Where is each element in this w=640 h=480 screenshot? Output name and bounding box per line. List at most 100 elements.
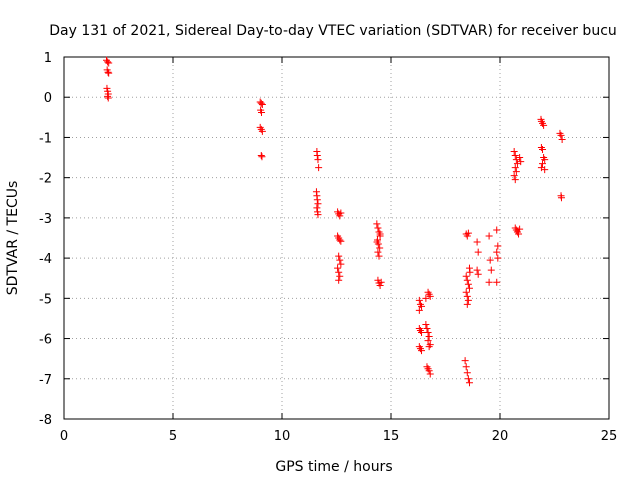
data-point bbox=[474, 270, 482, 278]
data-point bbox=[557, 131, 565, 139]
data-point bbox=[473, 238, 481, 246]
data-point bbox=[510, 172, 518, 180]
y-tick-label: 0 bbox=[44, 91, 52, 106]
data-point bbox=[511, 152, 519, 160]
data-point bbox=[462, 272, 470, 280]
data-point bbox=[486, 256, 494, 264]
chart-title: Day 131 of 2021, Sidereal Day-to-day VTE… bbox=[49, 23, 617, 39]
data-point bbox=[337, 260, 345, 268]
data-point bbox=[104, 58, 112, 66]
data-point bbox=[511, 176, 519, 184]
data-point bbox=[423, 325, 431, 332]
data-point bbox=[424, 337, 432, 345]
data-point bbox=[335, 276, 343, 284]
data-point bbox=[418, 347, 426, 355]
data-point bbox=[462, 363, 470, 371]
data-point bbox=[487, 266, 495, 274]
data-point bbox=[336, 272, 344, 280]
axis-ticks: 0 5 10 15 20 25 -8 -7 -6 -5 -4 -3 -2 -1 0 1 bbox=[39, 51, 617, 444]
data-point bbox=[464, 296, 472, 304]
data-point bbox=[376, 244, 384, 252]
data-point bbox=[463, 292, 471, 300]
data-point bbox=[541, 156, 549, 164]
data-point bbox=[335, 268, 343, 276]
data-point bbox=[334, 264, 342, 272]
x-tick-label: 20 bbox=[492, 429, 509, 444]
data-point bbox=[422, 294, 430, 302]
x-tick-label: 0 bbox=[60, 429, 68, 444]
data-point bbox=[374, 224, 382, 232]
data-point bbox=[375, 252, 383, 260]
data-point bbox=[337, 209, 345, 217]
data-point bbox=[540, 121, 548, 129]
data-point bbox=[415, 296, 423, 304]
data-point bbox=[493, 278, 501, 286]
y-tick-label: -3 bbox=[39, 212, 52, 227]
data-point bbox=[425, 367, 433, 375]
data-point bbox=[510, 148, 518, 156]
data-point bbox=[516, 225, 524, 233]
data-point bbox=[485, 232, 493, 240]
data-point bbox=[516, 154, 524, 162]
grid-lines bbox=[64, 57, 609, 419]
data-point bbox=[465, 379, 473, 387]
data-point bbox=[485, 278, 493, 286]
data-point bbox=[557, 194, 565, 202]
data-point bbox=[377, 278, 385, 286]
data-point bbox=[373, 220, 381, 228]
data-point bbox=[336, 256, 344, 264]
data-point bbox=[104, 94, 112, 102]
data-point bbox=[335, 252, 343, 260]
data-point bbox=[258, 109, 266, 117]
data-point bbox=[515, 230, 523, 238]
data-point bbox=[511, 164, 519, 172]
data-point bbox=[494, 254, 502, 262]
y-tick-label: 1 bbox=[44, 51, 52, 66]
x-tick-label: 15 bbox=[383, 429, 400, 444]
data-point bbox=[463, 369, 471, 377]
data-point bbox=[461, 357, 469, 365]
data-point bbox=[473, 266, 481, 274]
data-point bbox=[422, 320, 430, 328]
data-point bbox=[104, 92, 112, 100]
data-point bbox=[462, 288, 470, 296]
y-tick-label: -8 bbox=[39, 413, 52, 428]
data-point bbox=[257, 152, 265, 160]
data-point bbox=[105, 59, 113, 67]
data-point bbox=[313, 152, 321, 160]
data-points bbox=[103, 56, 566, 387]
data-point bbox=[418, 302, 426, 310]
y-tick-label: -2 bbox=[39, 172, 52, 187]
data-point bbox=[314, 200, 322, 208]
data-point bbox=[512, 168, 520, 176]
data-point bbox=[424, 329, 432, 337]
data-point bbox=[425, 333, 433, 341]
data-point bbox=[258, 153, 266, 161]
data-point bbox=[336, 236, 344, 244]
data-point bbox=[425, 343, 433, 351]
data-point bbox=[104, 68, 112, 76]
data-point bbox=[426, 292, 434, 300]
data-point bbox=[539, 160, 547, 168]
y-axis-label: SDTVAR / TECUs bbox=[5, 181, 21, 296]
y-tick-label: -5 bbox=[39, 292, 52, 307]
data-point bbox=[463, 300, 471, 308]
data-point bbox=[374, 248, 382, 256]
data-point bbox=[493, 226, 501, 234]
data-point bbox=[337, 237, 345, 245]
data-point bbox=[474, 248, 482, 256]
data-point bbox=[105, 69, 113, 77]
data-point bbox=[426, 370, 434, 378]
x-tick-label: 25 bbox=[601, 429, 618, 444]
data-point bbox=[313, 196, 321, 204]
data-point bbox=[539, 146, 547, 154]
data-point bbox=[314, 156, 322, 164]
data-point bbox=[494, 242, 502, 250]
data-point bbox=[415, 306, 423, 314]
data-point bbox=[464, 229, 472, 237]
data-point bbox=[258, 127, 266, 135]
data-point bbox=[313, 204, 321, 212]
y-tick-label: -1 bbox=[39, 131, 52, 146]
data-point bbox=[376, 281, 384, 289]
